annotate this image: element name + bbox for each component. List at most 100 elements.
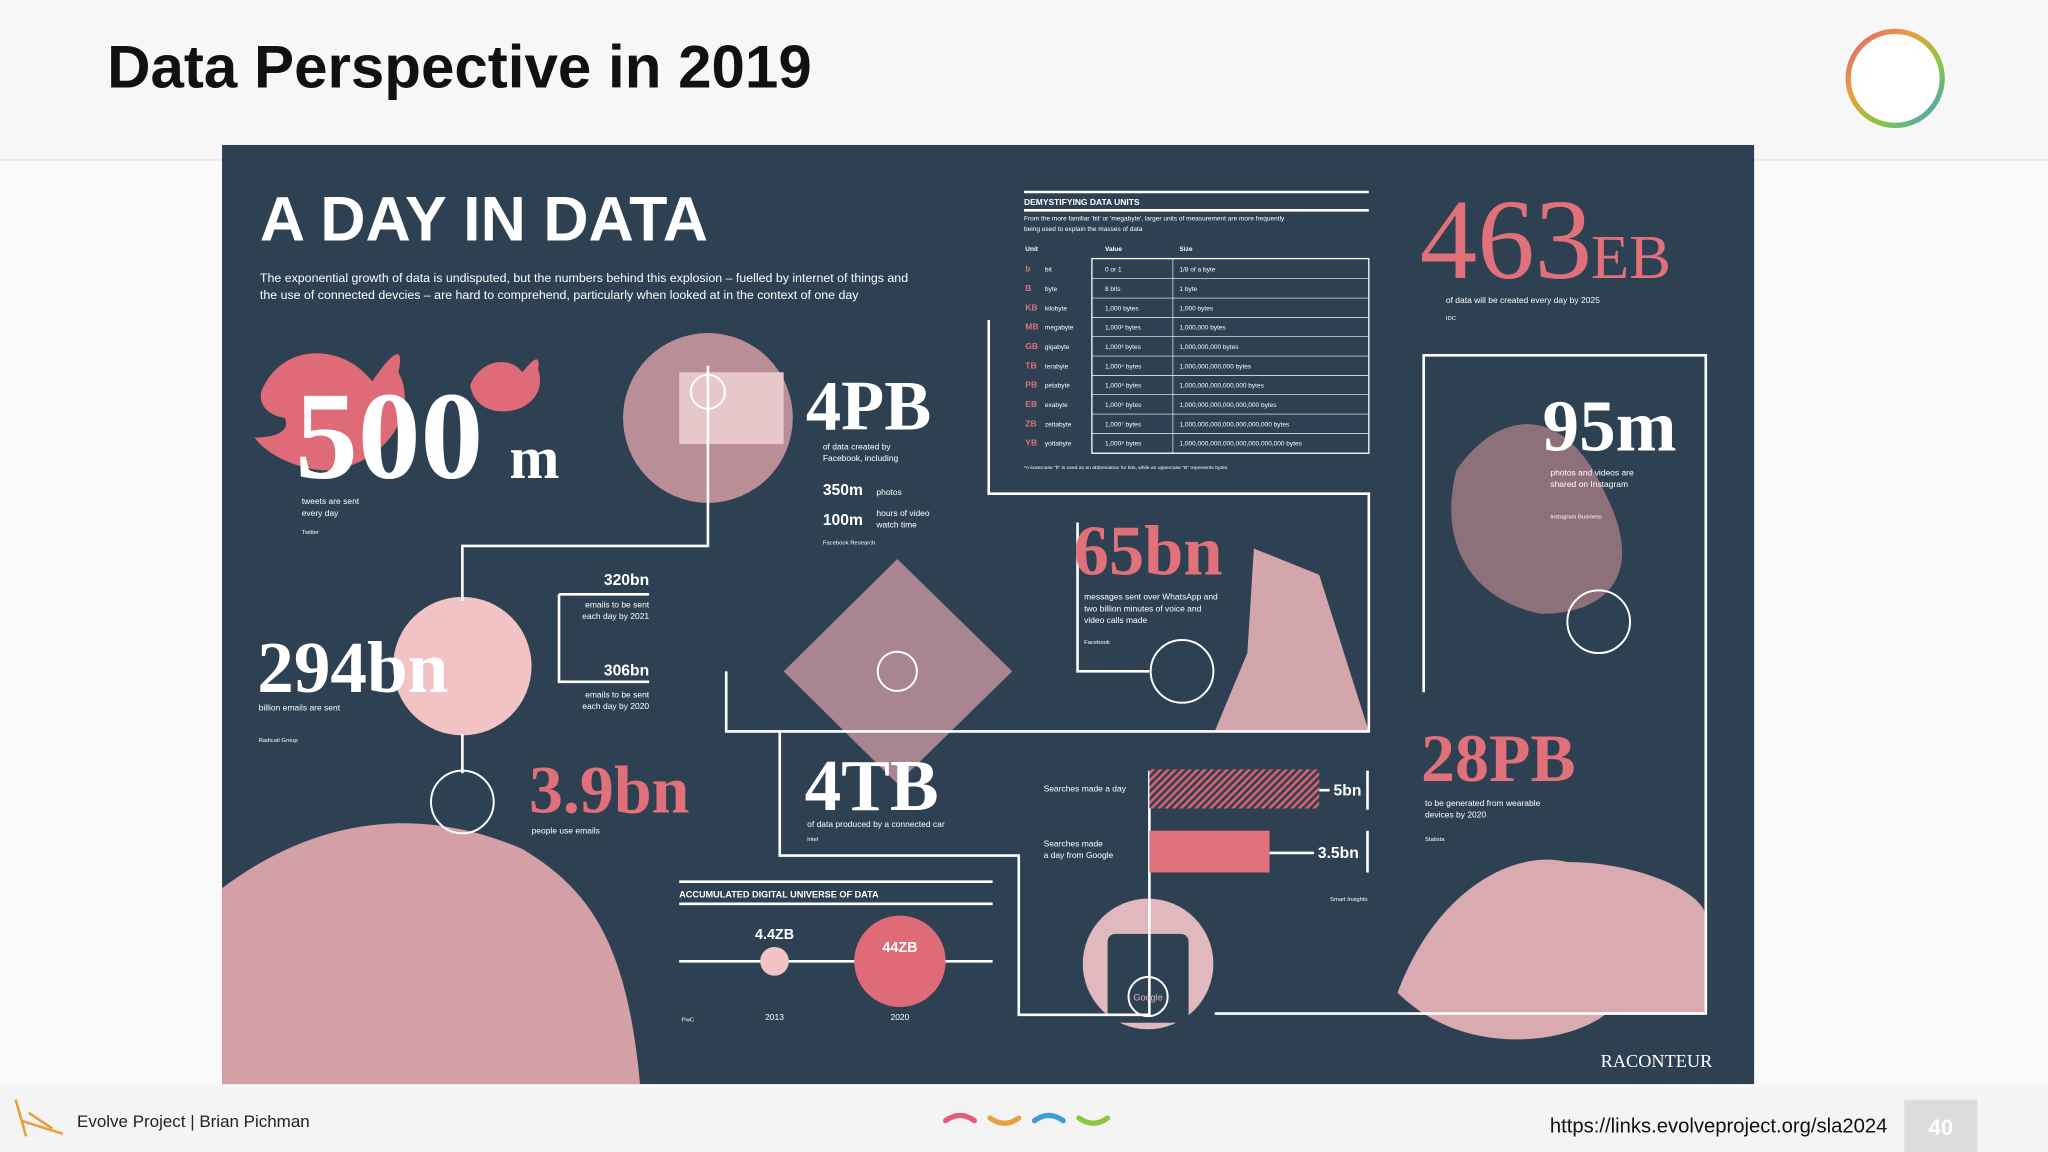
stat-value: 3.9bn [529, 751, 689, 827]
unit-value: 1,000⁴ bytes [1105, 363, 1142, 370]
unit-name: megabyte [1045, 325, 1074, 332]
source: Statista [1425, 837, 1445, 843]
page-number: 40 [1929, 1115, 1954, 1140]
connectors [430, 190, 1708, 1017]
unit-name: byte [1045, 286, 1058, 293]
stat-value: 100m [823, 512, 863, 529]
stat-value: 44ZB [882, 940, 917, 956]
unit-size: 1,000,000,000,000,000,000 bytes [1179, 402, 1277, 409]
source: Facebook Research [823, 541, 875, 547]
stat-value: 463 [1420, 176, 1592, 303]
infographic-title: A DAY IN DATA [260, 184, 708, 254]
unit-abbr: b [1025, 264, 1030, 274]
unit-abbr: GB [1025, 341, 1038, 351]
unit-value: 1,000⁷ bytes [1105, 421, 1142, 428]
stat-label: watch time [875, 520, 917, 530]
stat-value: 3.5bn [1318, 845, 1359, 862]
column-header: Unit [1025, 246, 1038, 253]
source: IDC [1446, 316, 1457, 322]
year: 2013 [765, 1012, 784, 1022]
stat-value: 4TB [805, 745, 939, 826]
intro: The exponential growth of data is undisp… [260, 271, 908, 285]
unit-size: 1,000 bytes [1179, 305, 1213, 312]
section-title: DEMYSTIFYING DATA UNITS [1024, 197, 1140, 207]
unit-value: 1,000⁸ bytes [1105, 441, 1142, 448]
stat-label: of data produced by a connected car [807, 819, 945, 829]
unit-value: 0 or 1 [1105, 267, 1122, 274]
unit-name: petabyte [1045, 383, 1070, 390]
search-bar-1 [1149, 769, 1320, 809]
unit-name: exabyte [1045, 402, 1068, 409]
stat-label: devices by 2020 [1425, 810, 1486, 820]
unit-size: 1 byte [1179, 286, 1197, 293]
search-bar-2 [1149, 830, 1270, 873]
stat-label: shared on Instagram [1550, 479, 1628, 489]
stat-label: Facebook, including [823, 453, 899, 463]
source: Intel [807, 837, 818, 843]
stat-value: 4PB [806, 368, 931, 446]
stat-unit: m [509, 424, 559, 491]
unit-name: bit [1045, 267, 1052, 274]
source: Instagram Business [1550, 515, 1602, 521]
stat-value: 320bn [604, 572, 649, 589]
stat-label: to be generated from wearable [1425, 798, 1541, 808]
stat-label: photos [876, 487, 901, 497]
stat-unit: EB [1591, 222, 1671, 292]
year: 2020 [890, 1012, 909, 1022]
unit-name: zettabyte [1045, 421, 1072, 428]
unit-value: 1,000⁵ bytes [1105, 383, 1142, 390]
section-title: ACCUMULATED DIGITAL UNIVERSE OF DATA [679, 889, 879, 899]
stat-label: photos and videos are [1550, 467, 1634, 477]
unit-abbr: MB [1025, 322, 1038, 332]
stat-label: of data will be created every day by 202… [1446, 295, 1600, 305]
stat-label: each day by 2020 [582, 701, 649, 711]
intro: the use of connected devcies – are hard … [260, 288, 859, 302]
stat-label: every day [302, 508, 339, 518]
unit-size: 1/8 of a byte [1179, 267, 1215, 274]
page-box [1904, 1099, 1978, 1152]
unit-abbr: EB [1025, 399, 1037, 409]
unit-size: 1,000,000,000,000,000 bytes [1179, 383, 1264, 390]
footer-dashes [943, 1112, 1111, 1126]
unit-abbr: KB [1025, 302, 1037, 312]
stat-label: tweets are sent [302, 496, 360, 506]
unit-size: 1,000,000,000 bytes [1179, 344, 1239, 351]
unit-name: kilobyte [1045, 305, 1067, 312]
stat-label: a day from Google [1044, 850, 1114, 860]
logo-ring [1845, 28, 1945, 128]
description: being used to explain the masses of data [1024, 226, 1143, 233]
header-bg [0, 0, 2048, 160]
stat-label: each day by 2021 [582, 611, 649, 621]
stat-value: 65bn [1074, 513, 1223, 591]
unit-abbr: PB [1025, 380, 1037, 390]
source: Twitter [302, 530, 319, 536]
unit-size: 1,000,000,000,000,000,000,000,000 bytes [1179, 441, 1302, 448]
column-header: Size [1179, 246, 1192, 253]
unit-abbr: YB [1025, 438, 1037, 448]
stat-value: 500 [295, 367, 483, 506]
universe-2013 [760, 946, 789, 976]
unit-size: 1,000,000,000,000,000,000,000 bytes [1179, 421, 1290, 428]
unit-name: terabyte [1045, 363, 1069, 370]
stat-value: 294bn [257, 627, 448, 708]
stat-label: people use emails [532, 825, 600, 835]
slide-title: Data Perspective in 2019 [107, 34, 812, 101]
stat-label: Searches made a day [1044, 784, 1127, 794]
stat-label: video calls made [1084, 615, 1147, 625]
universe-2020 [854, 915, 946, 1008]
source: Smart Insights [1330, 897, 1368, 903]
unit-abbr: B [1025, 283, 1031, 293]
unit-abbr: TB [1025, 360, 1036, 370]
stat-label: of data created by [823, 441, 892, 451]
stat-label: two billion minutes of voice and [1084, 603, 1202, 613]
stat-value: 95m [1543, 386, 1677, 467]
unit-name: yottabyte [1045, 441, 1072, 448]
brand: RACONTEUR [1601, 1051, 1713, 1071]
stat-label: emails to be sent [585, 689, 650, 699]
stat-label: hours of video [876, 508, 929, 518]
unit-value: 1,000² bytes [1105, 325, 1142, 332]
footnote: *A lowercase "b" is used as an abbreviat… [1024, 465, 1228, 471]
unit-abbr: ZB [1025, 418, 1036, 428]
stat-label: Searches made [1044, 838, 1104, 848]
